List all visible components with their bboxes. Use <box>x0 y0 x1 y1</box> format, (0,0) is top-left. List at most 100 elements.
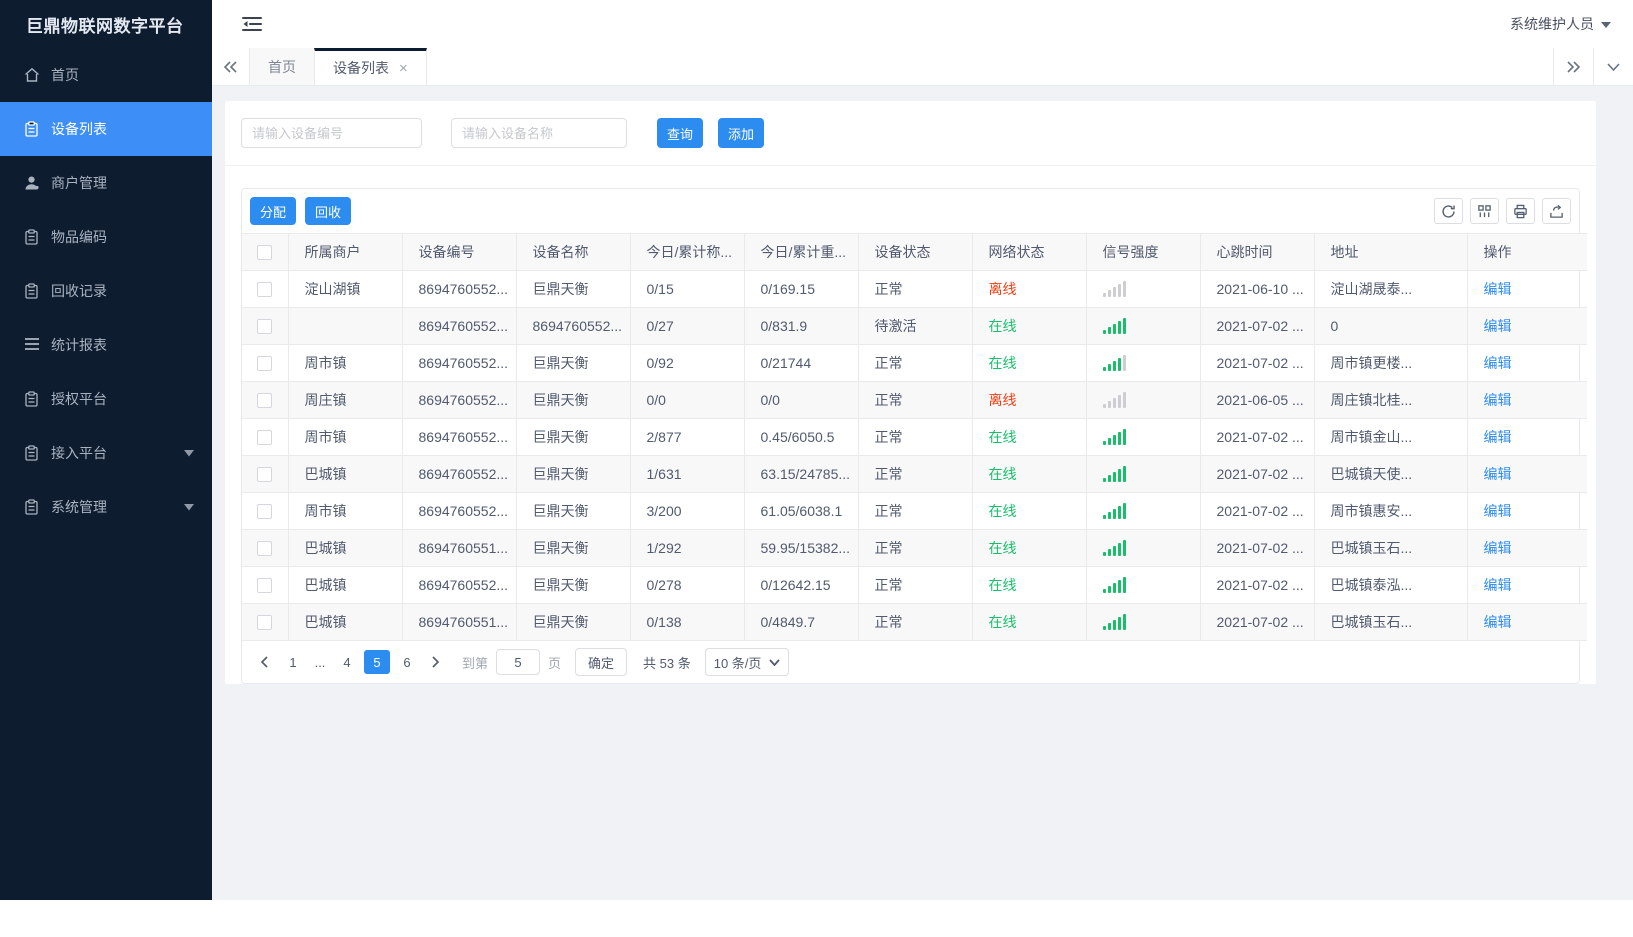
edit-link[interactable]: 编辑 <box>1483 355 1512 371</box>
page-size-select[interactable]: 10 条/页 <box>704 648 790 676</box>
tabs-scroll-right-icon[interactable] <box>1553 48 1593 85</box>
cell-merchant: 淀山湖镇 <box>288 270 403 308</box>
sidebar-item-system[interactable]: 系统管理 <box>0 480 212 534</box>
cell-today-weight: 0.45/6050.5 <box>744 418 859 456</box>
refresh-icon[interactable] <box>1434 198 1463 224</box>
page-button-1[interactable]: 1 <box>280 650 306 674</box>
tabs-scroll-left-icon[interactable] <box>212 48 250 85</box>
tab-1[interactable]: 设备列表 × <box>314 48 427 85</box>
signal-strength-icon <box>1102 614 1200 630</box>
row-checkbox[interactable] <box>257 615 273 631</box>
tab-0[interactable]: 首页 <box>249 48 315 85</box>
menu-fold-icon[interactable] <box>241 14 263 34</box>
cell-today-count: 1/631 <box>630 455 745 493</box>
column-header: 操作 <box>1467 233 1587 271</box>
next-page-button[interactable] <box>424 650 448 674</box>
cell-today-weight: 0/831.9 <box>744 307 859 345</box>
sidebar-item-device-list[interactable]: 设备列表 <box>0 102 212 156</box>
sidebar-item-label: 统计报表 <box>51 337 107 353</box>
row-checkbox[interactable] <box>257 430 273 446</box>
recycle-record-icon <box>24 283 40 299</box>
page-button-6[interactable]: 6 <box>394 650 420 674</box>
home-icon <box>24 67 40 83</box>
cell-address: 淀山湖晟泰... <box>1314 270 1468 308</box>
table-row: 周市镇 8694760552... 巨鼎天衡 2/877 0.45/6050.5 正常 在线… <box>242 418 1587 456</box>
sidebar-item-recycle-record[interactable]: 回收记录 <box>0 264 212 318</box>
cell-merchant: 巴城镇 <box>288 529 403 567</box>
row-checkbox[interactable] <box>257 282 273 298</box>
assign-button[interactable]: 分配 <box>250 197 297 225</box>
cell-today-count: 0/0 <box>630 381 745 419</box>
sidebar-item-label: 商户管理 <box>51 175 107 191</box>
row-checkbox[interactable] <box>257 578 273 594</box>
sidebar-item-access-platform[interactable]: 接入平台 <box>0 426 212 480</box>
user-menu[interactable]: 系统维护人员 <box>1510 14 1611 34</box>
confirm-button[interactable]: 确定 <box>575 648 628 676</box>
cell-device-status: 正常 <box>858 492 973 530</box>
cell-address: 巴城镇天使... <box>1314 455 1468 493</box>
sidebar-item-home[interactable]: 首页 <box>0 48 212 102</box>
top-header: 系统维护人员 <box>212 0 1633 48</box>
edit-link[interactable]: 编辑 <box>1483 577 1512 593</box>
edit-link[interactable]: 编辑 <box>1483 392 1512 408</box>
user-name: 系统维护人员 <box>1510 16 1594 32</box>
tabs-options-icon[interactable] <box>1593 48 1633 85</box>
query-button[interactable]: 查询 <box>657 118 704 148</box>
edit-link[interactable]: 编辑 <box>1483 318 1512 334</box>
print-icon[interactable] <box>1506 198 1535 224</box>
select-all-checkbox[interactable] <box>257 245 273 261</box>
cell-device-no: 8694760551... <box>402 529 517 567</box>
prev-page-button[interactable] <box>252 650 276 674</box>
row-checkbox[interactable] <box>257 356 273 372</box>
edit-link[interactable]: 编辑 <box>1483 429 1512 445</box>
network-status-badge: 在线 <box>988 318 1017 334</box>
add-button[interactable]: 添加 <box>718 118 765 148</box>
signal-strength-icon <box>1102 281 1200 297</box>
cell-heartbeat: 2021-07-02 ... <box>1200 603 1315 641</box>
signal-strength-icon <box>1102 318 1200 334</box>
sidebar-item-auth-platform[interactable]: 授权平台 <box>0 372 212 426</box>
cell-device-name: 巨鼎天衡 <box>516 566 631 604</box>
row-checkbox[interactable] <box>257 393 273 409</box>
edit-link[interactable]: 编辑 <box>1483 466 1512 482</box>
column-header: 今日/累计重... <box>744 233 859 271</box>
column-header: 设备名称 <box>516 233 631 271</box>
cell-address: 周市镇惠安... <box>1314 492 1468 530</box>
network-status-badge: 在线 <box>988 503 1017 519</box>
table-body: 淀山湖镇 8694760552... 巨鼎天衡 0/15 0/169.15 正常 离线 202… <box>242 270 1587 641</box>
column-header: 设备编号 <box>402 233 517 271</box>
cell-device-no: 8694760552... <box>402 566 517 604</box>
sidebar-item-report[interactable]: 统计报表 <box>0 318 212 372</box>
page-button-5[interactable]: 5 <box>364 650 390 674</box>
edit-link[interactable]: 编辑 <box>1483 614 1512 630</box>
signal-strength-icon <box>1102 466 1200 482</box>
cell-device-no: 8694760552... <box>402 455 517 493</box>
row-checkbox[interactable] <box>257 467 273 483</box>
columns-setting-icon[interactable] <box>1470 198 1499 224</box>
sidebar-item-item-code[interactable]: 物品编码 <box>0 210 212 264</box>
edit-link[interactable]: 编辑 <box>1483 540 1512 556</box>
sidebar-item-label: 物品编码 <box>51 229 107 245</box>
network-status-badge: 在线 <box>988 577 1017 593</box>
device-no-input[interactable] <box>241 118 422 148</box>
cell-merchant: 巴城镇 <box>288 455 403 493</box>
sidebar-item-merchant[interactable]: 商户管理 <box>0 156 212 210</box>
recycle-button[interactable]: 回收 <box>305 197 352 225</box>
row-checkbox[interactable] <box>257 319 273 335</box>
jump-page-input[interactable] <box>496 649 541 675</box>
edit-link[interactable]: 编辑 <box>1483 281 1512 297</box>
table-row: 周庄镇 8694760552... 巨鼎天衡 0/0 0/0 正常 离线 2021-06-05… <box>242 381 1587 419</box>
edit-link[interactable]: 编辑 <box>1483 503 1512 519</box>
page-button-4[interactable]: 4 <box>334 650 360 674</box>
cell-device-no: 8694760552... <box>402 344 517 382</box>
device-name-input[interactable] <box>451 118 627 148</box>
cell-heartbeat: 2021-07-02 ... <box>1200 455 1315 493</box>
export-icon[interactable] <box>1542 198 1571 224</box>
cell-device-name: 巨鼎天衡 <box>516 603 631 641</box>
cell-device-name: 巨鼎天衡 <box>516 418 631 456</box>
close-icon[interactable]: × <box>399 59 408 77</box>
network-status-badge: 在线 <box>988 614 1017 630</box>
row-checkbox[interactable] <box>257 504 273 520</box>
table-row: 巴城镇 8694760551... 巨鼎天衡 0/138 0/4849.7 正常 在线 202… <box>242 603 1587 641</box>
row-checkbox[interactable] <box>257 541 273 557</box>
